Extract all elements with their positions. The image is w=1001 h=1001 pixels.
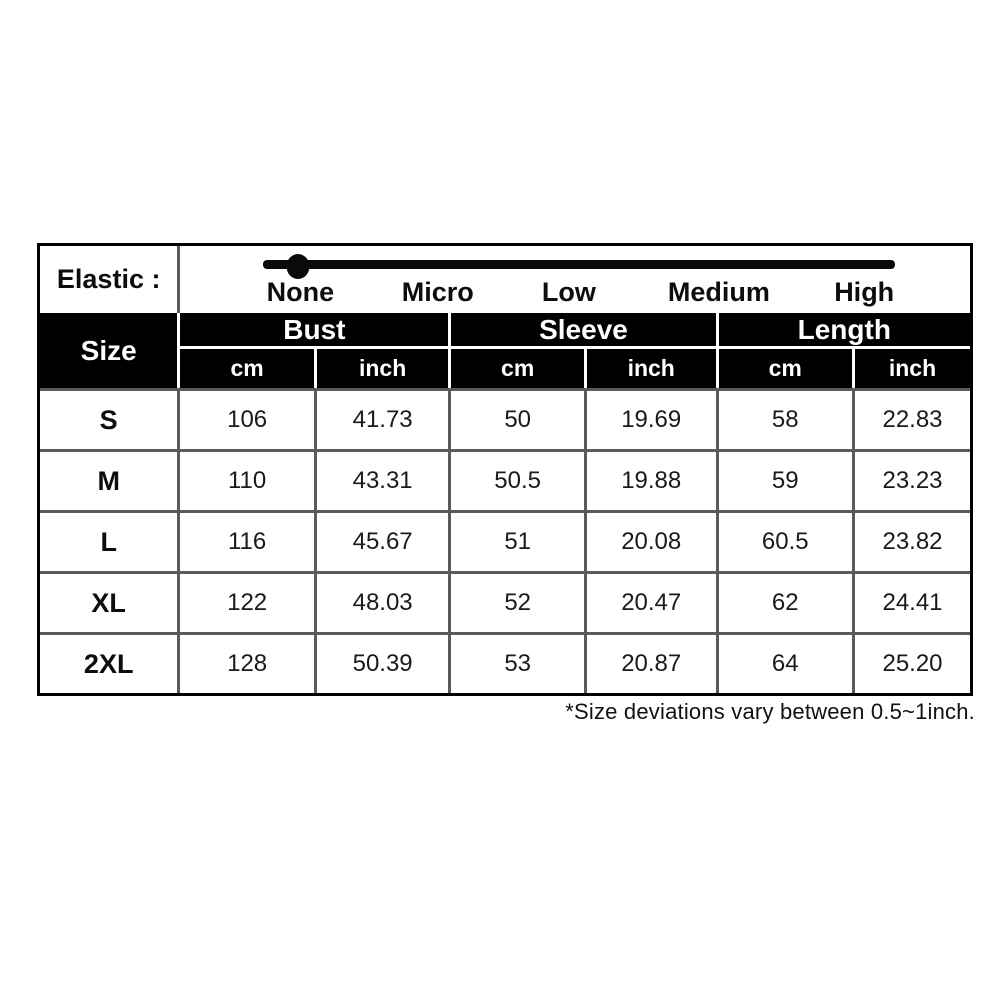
cell-length-cm: 59 — [718, 452, 853, 510]
elastic-level-high: High — [834, 277, 895, 307]
cell-sleeve-inch: 19.69 — [586, 391, 716, 449]
cell-length-inch: 23.23 — [855, 452, 970, 510]
cell-bust-cm: 116 — [180, 513, 314, 571]
elastic-label: Elastic : — [40, 246, 178, 313]
cell-size: XL — [40, 574, 178, 632]
elastic-level-none: None — [266, 277, 335, 307]
header-sleeve-inch: inch — [586, 349, 716, 388]
slider-track-icon — [263, 260, 895, 269]
cell-size: M — [40, 452, 178, 510]
cell-bust-inch: 48.03 — [316, 574, 449, 632]
elastic-slider: None Micro Low Medium High — [180, 246, 970, 313]
cell-length-cm: 60.5 — [718, 513, 853, 571]
cell-size: 2XL — [40, 635, 178, 693]
elastic-level-micro: Micro — [401, 277, 474, 307]
header-bust-inch: inch — [316, 349, 449, 388]
cell-bust-inch: 41.73 — [316, 391, 449, 449]
cell-sleeve-cm: 50.5 — [451, 452, 584, 510]
cell-length-cm: 62 — [718, 574, 853, 632]
size-deviation-note: *Size deviations vary between 0.5~1inch. — [565, 699, 975, 724]
header-length: Length — [718, 313, 970, 346]
cell-sleeve-inch: 20.47 — [586, 574, 716, 632]
cell-length-inch: 25.20 — [855, 635, 970, 693]
cell-bust-cm: 128 — [180, 635, 314, 693]
cell-sleeve-inch: 20.87 — [586, 635, 716, 693]
elastic-level-low: Low — [541, 277, 596, 307]
header-length-cm: cm — [718, 349, 853, 388]
cell-bust-inch: 50.39 — [316, 635, 449, 693]
header-bust: Bust — [180, 313, 449, 346]
cell-length-cm: 64 — [718, 635, 853, 693]
header-sleeve-cm: cm — [451, 349, 584, 388]
header-length-inch: inch — [855, 349, 970, 388]
cell-sleeve-cm: 51 — [451, 513, 584, 571]
cell-bust-inch: 43.31 — [316, 452, 449, 510]
table-header: Size Bust Sleeve Length cm inch cm inch … — [40, 313, 970, 388]
cell-length-inch: 23.82 — [855, 513, 970, 571]
cell-bust-cm: 106 — [180, 391, 314, 449]
cell-length-inch: 24.41 — [855, 574, 970, 632]
elastic-row: Elastic : None Micro Low Medium High — [40, 246, 970, 313]
cell-bust-cm: 110 — [180, 452, 314, 510]
header-sleeve: Sleeve — [451, 313, 716, 346]
cell-size: L — [40, 513, 178, 571]
header-bust-cm: cm — [180, 349, 314, 388]
cell-size: S — [40, 391, 178, 449]
slider-thumb-icon — [286, 254, 310, 279]
cell-sleeve-cm: 52 — [451, 574, 584, 632]
cell-sleeve-inch: 20.08 — [586, 513, 716, 571]
size-chart-table: Elastic : None Micro Low Medium High Siz… — [37, 243, 973, 696]
cell-length-inch: 22.83 — [855, 391, 970, 449]
cell-sleeve-cm: 53 — [451, 635, 584, 693]
cell-bust-inch: 45.67 — [316, 513, 449, 571]
cell-sleeve-inch: 19.88 — [586, 452, 716, 510]
cell-sleeve-cm: 50 — [451, 391, 584, 449]
table-body: S 106 41.73 50 19.69 58 22.83 M 110 43.3… — [40, 388, 970, 693]
elastic-level-medium: Medium — [667, 277, 770, 307]
cell-bust-cm: 122 — [180, 574, 314, 632]
header-size: Size — [40, 313, 178, 388]
cell-length-cm: 58 — [718, 391, 853, 449]
